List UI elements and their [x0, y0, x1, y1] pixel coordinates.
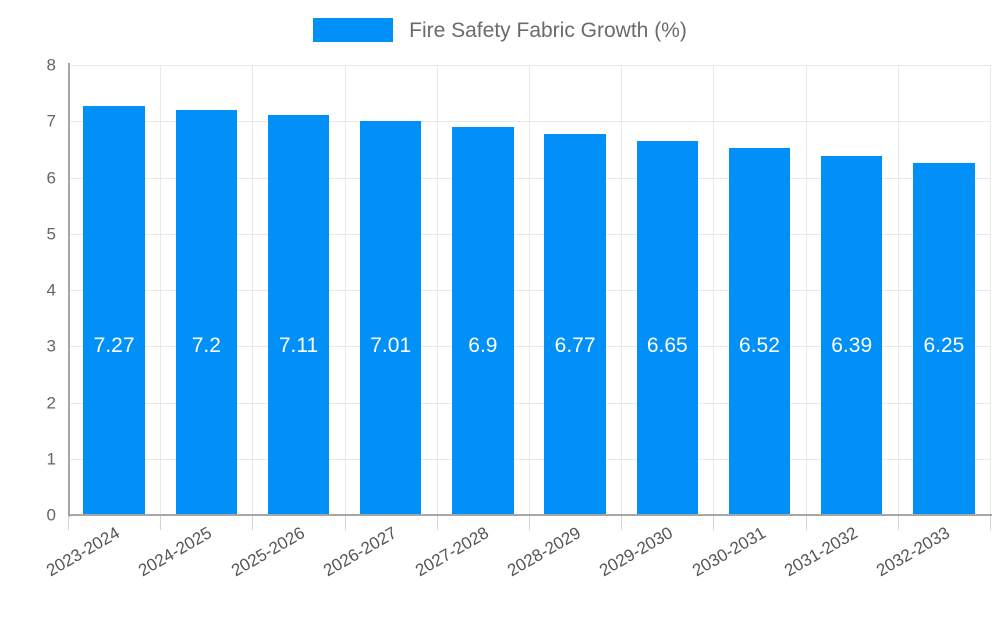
bar[interactable] [913, 163, 975, 515]
bar[interactable] [728, 148, 791, 515]
x-axis-tick [713, 516, 714, 530]
x-axis-line [68, 514, 992, 516]
y-axis-tick-label: 2 [46, 393, 56, 412]
gridline-vertical [898, 65, 899, 515]
legend-swatch-icon [313, 18, 394, 42]
bar-chart: Fire Safety Fabric Growth (%) 7.27 7.2 7.1… [0, 0, 1000, 600]
bar-value-label: 6.52 [739, 334, 780, 357]
y-axis-tick-label: 3 [46, 336, 56, 356]
x-axis-tick [621, 516, 622, 530]
x-axis-tick-label: 2029-2030 [596, 523, 677, 581]
x-axis-tick [529, 516, 530, 530]
bar[interactable] [83, 106, 145, 515]
gridline-vertical [252, 65, 253, 515]
y-axis-tick-label: 0 [46, 505, 56, 525]
chart-legend: Fire Safety Fabric Growth (%) [0, 10, 1000, 50]
y-axis-tick-label: 5 [46, 224, 56, 244]
x-axis-tick [345, 516, 346, 530]
gridline-vertical [529, 65, 530, 515]
gridline-vertical [621, 65, 622, 515]
bar-value-label: 6.77 [554, 334, 596, 357]
plot-area: 7.27 7.2 7.11 7.01 6.9 6.77 6.65 6.52 6.39 6.25 [68, 65, 991, 516]
y-axis-line [68, 63, 70, 517]
x-axis-tick-label: 2031-2032 [780, 523, 861, 581]
bar-value-label: 6.65 [646, 334, 688, 357]
y-axis-tick-label: 4 [46, 280, 56, 300]
bar-value-label: 6.25 [923, 334, 965, 357]
bar-value-label: 7.27 [93, 334, 135, 357]
bar-value-label: 7.11 [278, 334, 319, 357]
gridline-vertical [990, 65, 991, 515]
x-axis-tick-label: 2027-2028 [411, 523, 492, 581]
x-axis-tick-label: 2028-2029 [504, 523, 585, 581]
x-axis-tick-label: 2032-2033 [872, 523, 953, 581]
bar[interactable] [360, 120, 422, 515]
x-axis-tick [252, 516, 253, 530]
bar[interactable] [267, 115, 330, 515]
bar-value-label: 7.2 [191, 334, 221, 357]
bar-value-label: 7.01 [370, 334, 412, 357]
x-axis-tick [990, 516, 991, 530]
x-axis-tick [437, 516, 438, 530]
y-axis-tick-label: 6 [46, 168, 56, 187]
x-axis-tick [160, 516, 161, 530]
bar[interactable] [175, 110, 237, 515]
y-axis-tick-label: 7 [46, 111, 56, 131]
bar-value-label: 6.39 [831, 334, 873, 357]
legend-label: Fire Safety Fabric Growth (%) [409, 18, 687, 42]
x-axis-tick-label: 2025-2026 [227, 523, 308, 581]
bar[interactable] [452, 126, 514, 515]
bar[interactable] [636, 140, 698, 515]
bar[interactable] [821, 155, 883, 515]
gridline-vertical [806, 65, 807, 515]
x-axis-tick [68, 516, 69, 530]
gridline-vertical [713, 65, 714, 515]
y-axis-labels: 8 7 6 5 4 3 2 1 0 [0, 0, 56, 600]
gridline-vertical [345, 65, 346, 515]
x-axis-tick-label: 2024-2025 [135, 523, 216, 581]
gridline-vertical [160, 65, 161, 515]
x-axis-tick-label: 2026-2027 [319, 523, 400, 581]
y-axis-tick-label: 1 [46, 449, 56, 469]
bar[interactable] [544, 134, 606, 515]
x-axis-tick [806, 516, 807, 530]
x-axis-tick-label: 2030-2031 [688, 523, 769, 581]
gridline-vertical [437, 65, 438, 515]
y-axis-tick-label: 8 [46, 55, 56, 75]
x-axis-tick [898, 516, 899, 530]
bar-value-label: 6.9 [468, 334, 498, 357]
